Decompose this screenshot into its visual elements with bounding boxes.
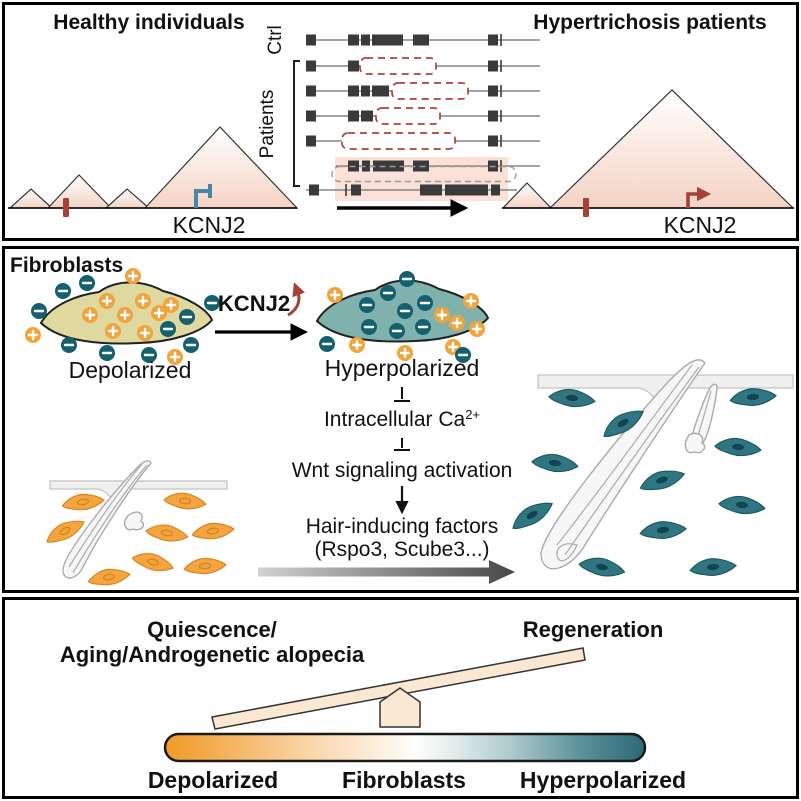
track-label-patients: Patients [257, 90, 278, 159]
gene-track-patient-5-duplication [306, 160, 540, 196]
variant-tick-left [63, 198, 69, 217]
variant-tick-right [583, 198, 589, 217]
gene-track-ctrl [306, 34, 540, 46]
depolarized-cell: Depolarized [23, 266, 222, 383]
inhibition-bar-icon [394, 438, 410, 451]
gradient-progress-arrow [258, 560, 515, 584]
kcnj2-label: KCNJ2 [218, 291, 290, 316]
inhibition-bar-icon [394, 387, 410, 402]
signaling-cascade: Intracellular Ca2+ Wnt signaling activat… [258, 387, 515, 584]
hair-factors-examples: (Rspo3, Scube3...) [314, 538, 489, 561]
bar-label-fibroblasts: Fibroblasts [342, 767, 466, 793]
seesaw-fulcrum [379, 687, 421, 728]
title-hypertrichosis: Hypertrichosis patients [533, 11, 766, 34]
up-arrow-icon [287, 282, 306, 317]
quiescence-label-line1: Quiescence/ [147, 617, 277, 642]
wnt-label: Wnt signaling activation [292, 459, 513, 482]
kcnj2-upregulation: KCNJ2 [215, 282, 308, 341]
seesaw [211, 647, 586, 730]
gene-label-left: KCNJ2 [173, 212, 246, 238]
panel-title-fibroblasts: Fibroblasts [10, 254, 123, 277]
depolarized-label: Depolarized [69, 357, 192, 383]
gene-track-patient-4 [306, 132, 540, 150]
bar-label-depolarized: Depolarized [148, 767, 278, 793]
gene-label-right: KCNJ2 [664, 212, 737, 238]
active-promoter-icon [686, 186, 712, 208]
healthy-peaks: KCNJ2 [8, 126, 299, 238]
bar-label-hyperpolarized: Hyperpolarized [520, 767, 686, 793]
quiescent-skin-illustration [42, 460, 236, 589]
middle-panel: Fibroblasts [2, 246, 799, 593]
bottom-panel: Quiescence/ Aging/Androgenetic alopecia … [2, 597, 799, 799]
hair-factors-label: Hair-inducing factors [306, 515, 499, 538]
repressed-promoter-icon [194, 184, 212, 208]
regenerating-skin-illustration [507, 359, 794, 580]
track-label-ctrl: Ctrl [265, 25, 286, 55]
top-panel: Healthy individuals Hypertrichosis patie… [2, 2, 799, 241]
gene-track-patient-1 [306, 57, 540, 75]
duplication-loop [331, 165, 517, 183]
intracellular-ca-label: Intracellular Ca2+ [324, 407, 480, 431]
hyperpolarized-label: Hyperpolarized [325, 355, 480, 381]
gene-track-patient-2 [306, 82, 540, 100]
gene-track-patient-3 [306, 107, 540, 125]
quiescence-label-line2: Aging/Androgenetic alopecia [60, 642, 365, 667]
regeneration-label: Regeneration [523, 617, 664, 642]
hyperpolarized-cell: Hyperpolarized [316, 269, 489, 381]
patients-bracket [293, 60, 300, 187]
title-healthy: Healthy individuals [53, 11, 244, 34]
polarization-gradient-bar [163, 732, 647, 763]
patient-peaks: KCNJ2 [501, 89, 795, 238]
